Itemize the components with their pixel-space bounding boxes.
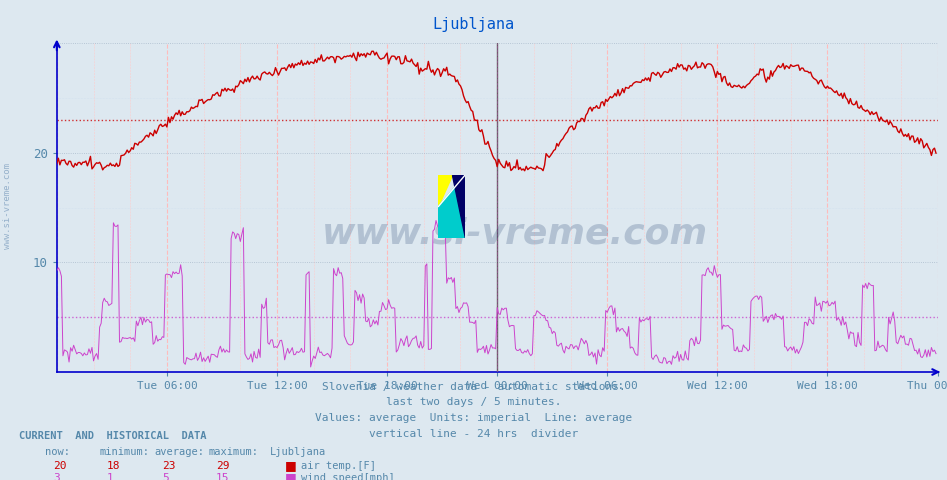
Text: 15: 15 (216, 473, 229, 480)
Text: minimum:: minimum: (99, 446, 150, 456)
Text: 1: 1 (107, 473, 114, 480)
Text: 29: 29 (216, 461, 229, 471)
Text: Values: average  Units: imperial  Line: average: Values: average Units: imperial Line: av… (314, 413, 633, 423)
Text: 3: 3 (53, 473, 60, 480)
Text: 18: 18 (107, 461, 120, 471)
Text: 20: 20 (53, 461, 66, 471)
Text: www.si-vreme.com: www.si-vreme.com (322, 217, 707, 251)
Text: vertical line - 24 hrs  divider: vertical line - 24 hrs divider (369, 429, 578, 439)
Text: www.si-vreme.com: www.si-vreme.com (3, 163, 12, 250)
Polygon shape (452, 175, 465, 238)
Text: ■: ■ (285, 471, 296, 480)
Text: average:: average: (154, 446, 205, 456)
Text: Slovenia / weather data - automatic stations.: Slovenia / weather data - automatic stat… (322, 382, 625, 392)
Text: 23: 23 (162, 461, 175, 471)
Text: maximum:: maximum: (208, 446, 259, 456)
Text: last two days / 5 minutes.: last two days / 5 minutes. (385, 397, 562, 408)
Polygon shape (438, 175, 465, 238)
Text: CURRENT  AND  HISTORICAL  DATA: CURRENT AND HISTORICAL DATA (19, 431, 206, 441)
Text: Ljubljana: Ljubljana (270, 446, 326, 456)
Text: ■: ■ (285, 459, 296, 472)
Text: now:: now: (45, 446, 70, 456)
Text: 5: 5 (162, 473, 169, 480)
Text: air temp.[F]: air temp.[F] (301, 461, 376, 471)
Text: Ljubljana: Ljubljana (433, 17, 514, 32)
Polygon shape (438, 175, 452, 206)
Text: wind speed[mph]: wind speed[mph] (301, 473, 395, 480)
